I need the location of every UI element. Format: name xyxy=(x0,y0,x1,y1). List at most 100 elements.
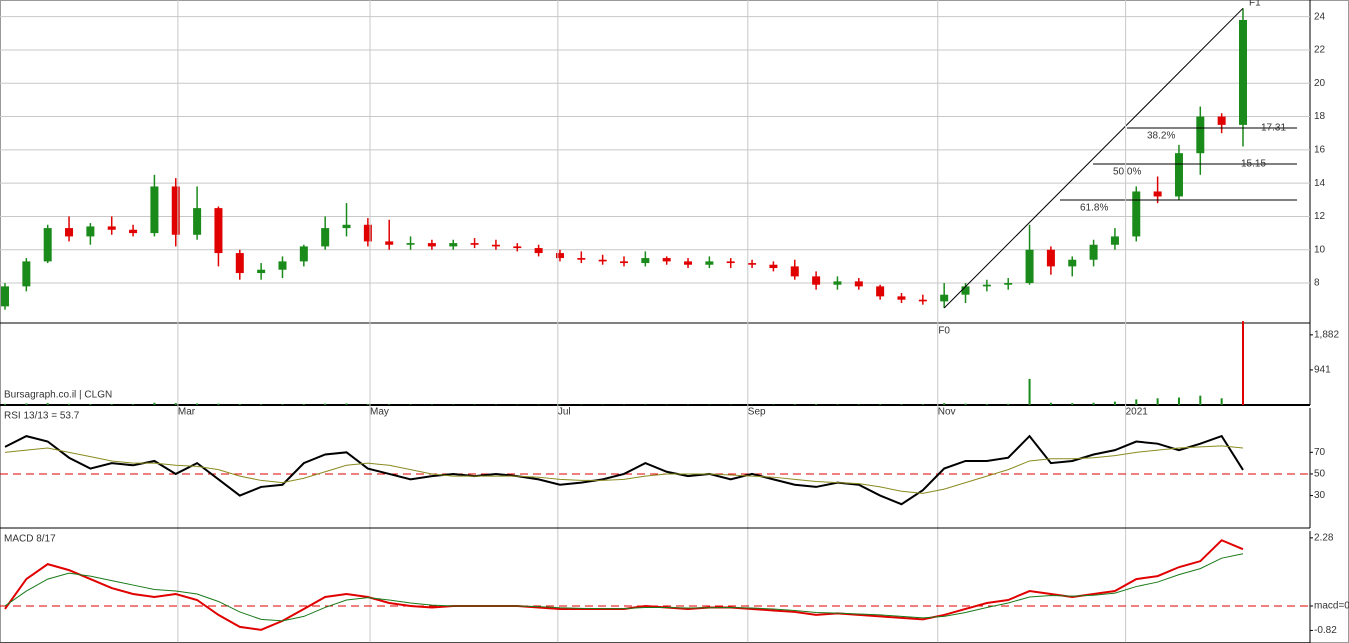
candle-body xyxy=(1132,191,1141,237)
volume-bar xyxy=(4,403,6,405)
volume-bar xyxy=(89,404,92,405)
candle-body xyxy=(1068,259,1077,267)
series-line xyxy=(4,553,1244,622)
candle-body xyxy=(171,186,180,235)
volume-bar xyxy=(1242,321,1244,405)
candle-body xyxy=(193,208,202,235)
candle-body xyxy=(1025,249,1034,284)
x-tick-label: Nov xyxy=(938,407,956,418)
candle-body xyxy=(982,284,991,287)
candle-body xyxy=(150,186,159,234)
candle-body xyxy=(43,228,52,262)
candle-body xyxy=(620,261,628,264)
fib-value: 15.15 xyxy=(1241,159,1266,170)
candle-body xyxy=(427,243,436,247)
volume-bar xyxy=(1220,398,1223,405)
volume-bar xyxy=(964,403,967,405)
candle-body xyxy=(1239,19,1247,125)
volume-bar xyxy=(25,403,28,405)
candle-body xyxy=(321,228,330,247)
volume-bar xyxy=(110,404,113,405)
volume-bar xyxy=(1049,402,1052,405)
y-tick-label: macd=0 xyxy=(1314,601,1349,612)
y-tick-label: 50 xyxy=(1314,469,1326,480)
volume-bar xyxy=(1007,403,1010,405)
candle-body xyxy=(812,276,821,285)
volume-bar xyxy=(68,403,71,405)
x-tick-label: 2021 xyxy=(1126,407,1149,418)
volume-bar xyxy=(388,404,391,405)
candle-body xyxy=(491,244,500,247)
candle-body xyxy=(65,228,74,237)
x-tick-label: Mar xyxy=(178,407,196,418)
y-tick-label: 18 xyxy=(1314,111,1326,122)
volume-bar xyxy=(153,402,156,405)
fib-percent: 50.0% xyxy=(1113,167,1141,178)
watermark: Bursagraph.co.il | CLGN xyxy=(4,390,112,401)
volume-bar xyxy=(174,403,177,405)
fib-percent: 38.2% xyxy=(1147,131,1175,142)
candle-body xyxy=(107,226,116,230)
candle-body xyxy=(257,269,266,274)
candle-body xyxy=(1,286,9,307)
candle-body xyxy=(790,266,799,277)
y-tick-label: 20 xyxy=(1314,78,1326,89)
volume-bar xyxy=(46,403,49,405)
y-tick-label: 14 xyxy=(1314,178,1326,189)
y-tick-label: 1,882 xyxy=(1314,329,1339,340)
y-tick-label: 2.28 xyxy=(1314,533,1334,544)
candle-body xyxy=(1110,236,1119,245)
x-tick-label: Sep xyxy=(748,407,766,418)
candle-body xyxy=(1089,244,1098,260)
candle-body xyxy=(86,226,95,237)
volume-bar xyxy=(260,404,263,405)
candle-body xyxy=(22,261,31,287)
volume-bar xyxy=(196,403,199,405)
candle-body xyxy=(1196,116,1205,154)
candle-body xyxy=(1004,283,1013,285)
candle-body xyxy=(769,264,778,269)
series-line xyxy=(4,434,1244,506)
candle-body xyxy=(214,208,223,254)
y-tick-label: 70 xyxy=(1314,447,1326,458)
volume-bar xyxy=(1092,402,1095,405)
volume-bar xyxy=(324,403,327,405)
volume-bar xyxy=(985,404,988,405)
y-tick-label: -0.82 xyxy=(1314,625,1337,636)
x-tick-label: Jul xyxy=(558,407,571,418)
volume-bar xyxy=(1135,399,1138,405)
volume-bar xyxy=(409,404,412,405)
panel-title: RSI 13/13 = 53.7 xyxy=(4,411,80,422)
fib-percent: 61.8% xyxy=(1080,203,1108,214)
volume-bar xyxy=(345,403,348,405)
candle-body xyxy=(1153,191,1162,197)
candle-body xyxy=(363,224,372,242)
y-tick-label: 22 xyxy=(1314,45,1326,56)
volume-bar xyxy=(815,404,818,405)
candle-body xyxy=(129,229,138,234)
candle-body xyxy=(470,243,479,245)
candle-body xyxy=(726,261,735,264)
trend-line xyxy=(943,7,1244,309)
candle-body xyxy=(555,253,564,259)
series-line xyxy=(4,445,1244,494)
candle-body xyxy=(662,258,671,262)
volume-bar xyxy=(1177,397,1180,405)
volume-bar xyxy=(302,404,305,405)
candle-body xyxy=(1046,249,1055,267)
candle-body xyxy=(940,294,949,302)
volume-bar xyxy=(1113,401,1116,405)
volume-bar xyxy=(238,404,241,405)
y-tick-label: 10 xyxy=(1314,244,1326,255)
candle-body xyxy=(513,246,522,249)
candle-body xyxy=(577,258,586,260)
candle-body xyxy=(278,261,287,270)
volume-bar xyxy=(900,404,903,405)
candle-body xyxy=(1217,116,1226,125)
volume-bar xyxy=(793,404,796,405)
y-tick-label: 941 xyxy=(1314,365,1331,376)
x-tick-label: May xyxy=(370,407,389,418)
volume-bar xyxy=(1156,398,1159,405)
